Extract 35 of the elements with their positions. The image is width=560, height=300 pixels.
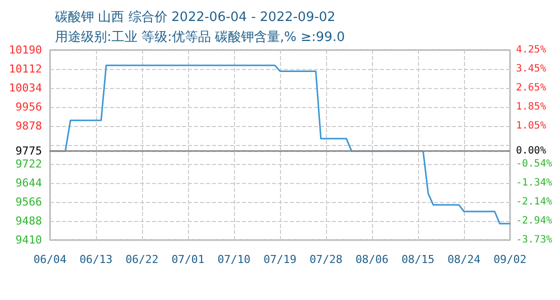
y-tick-label: 10034 <box>8 82 42 94</box>
y-tick-label: 9488 <box>16 214 42 228</box>
x-tick-label: 06/22 <box>125 253 159 266</box>
y-tick-label: 9644 <box>16 176 42 190</box>
y2-tick-label: 0.00% <box>516 146 546 157</box>
y2-tick-label: 2.65% <box>516 82 546 94</box>
chart-title: 碳酸钾 山西 综合价 2022-06-04 - 2022-09-02 <box>54 10 336 25</box>
y2-tick-label: -3.73% <box>516 234 552 246</box>
x-tick-label: 09/02 <box>493 253 527 266</box>
y2-tick-label: -2.94% <box>516 216 552 227</box>
x-tick-label: 06/04 <box>33 253 67 266</box>
x-tick-label: 08/24 <box>447 253 481 266</box>
y-tick-label: 9878 <box>16 120 42 132</box>
y-tick-label: 9775 <box>16 144 42 158</box>
y-tick-label: 9956 <box>16 100 42 114</box>
x-tick-label: 08/15 <box>401 253 435 266</box>
y2-tick-label: -2.14% <box>516 196 552 208</box>
x-tick-label: 08/06 <box>355 253 389 266</box>
y-tick-label: 10190 <box>8 44 42 56</box>
y2-tick-label: 4.25% <box>516 44 546 56</box>
x-tick-label: 07/10 <box>217 253 251 266</box>
y-tick-label: 9410 <box>16 234 42 246</box>
x-tick-label: 06/13 <box>79 253 113 266</box>
x-tick-label: 07/19 <box>263 253 297 266</box>
y-tick-label: 9722 <box>16 158 42 170</box>
y2-tick-label: -0.54% <box>516 158 552 170</box>
x-tick-label: 07/01 <box>171 253 205 266</box>
chart-subtitle: 用途级别:工业 等级:优等品 碳酸钾含量,% ≥:99.0 <box>55 30 345 45</box>
y2-tick-label: 1.05% <box>516 120 546 132</box>
y2-tick-label: -1.34% <box>516 178 552 189</box>
x-tick-label: 07/28 <box>309 253 343 266</box>
y2-tick-label: 1.85% <box>516 102 546 113</box>
y-tick-label: 9566 <box>16 196 42 208</box>
y2-tick-label: 3.45% <box>516 64 546 75</box>
y-tick-label: 10112 <box>8 62 42 76</box>
